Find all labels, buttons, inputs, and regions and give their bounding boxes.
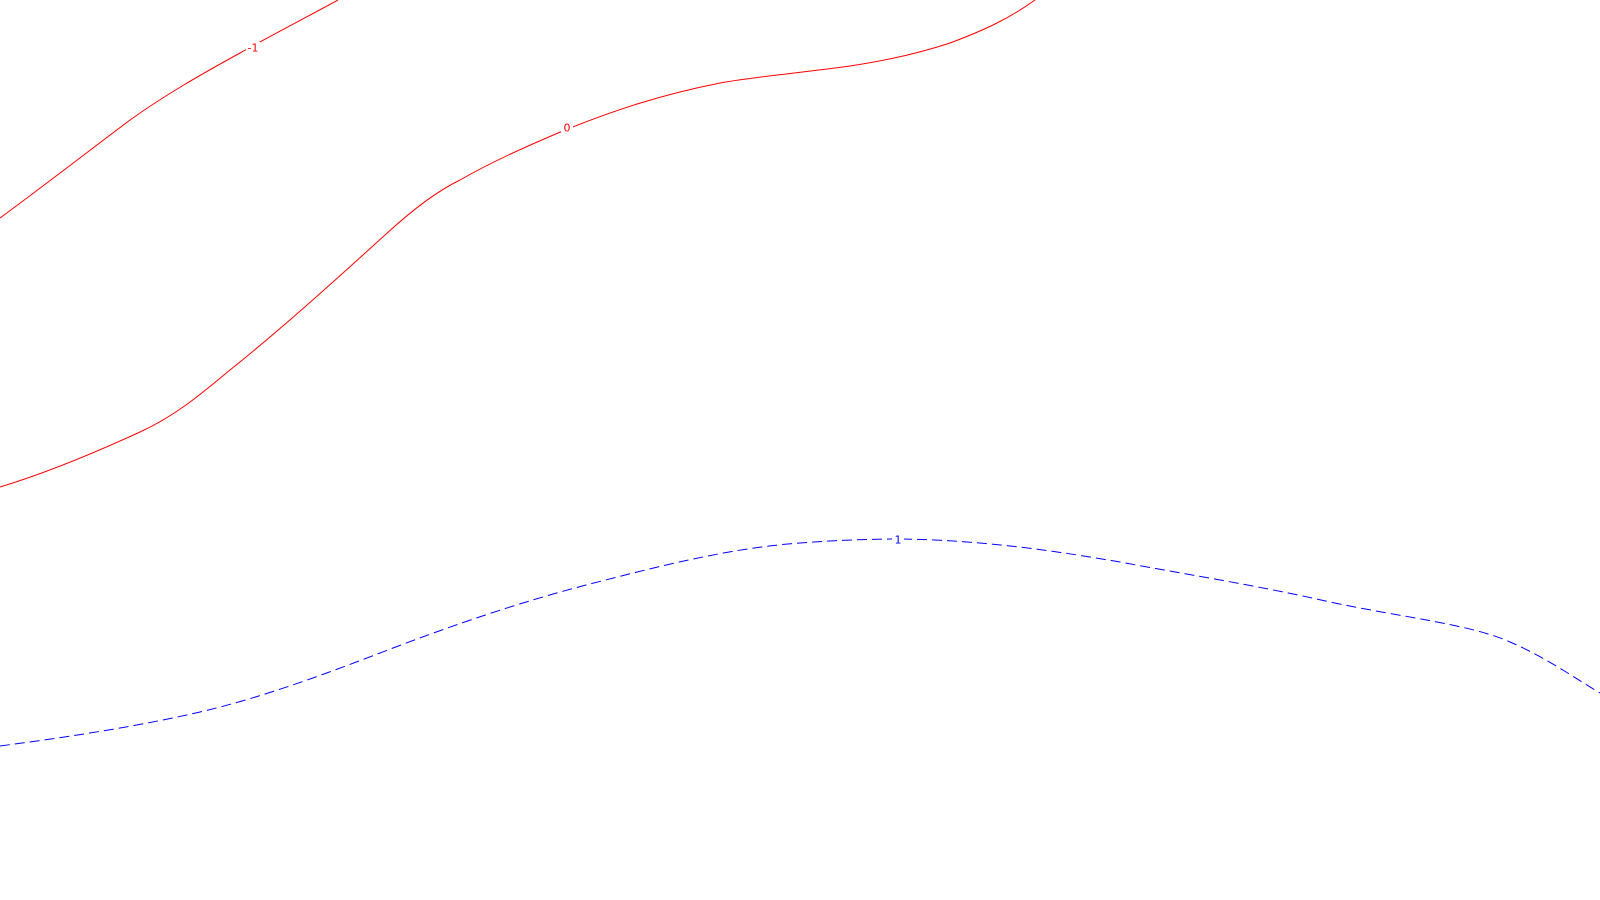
contour-0: 0 [0, 0, 1036, 488]
contour-plus-1-line [0, 538, 1600, 747]
contour-plus-1-label-bg [892, 534, 904, 546]
contour-minus-1-label-bg [246, 42, 260, 54]
contour-0-line [0, 0, 1036, 488]
contour-minus-1-line [0, 0, 339, 219]
contour-minus-1: -1 [0, 0, 339, 219]
contour-0-label-bg [561, 122, 573, 134]
contour-plus-1: 1 [0, 534, 1600, 747]
contour-plus-1-label: 1 [895, 534, 902, 547]
contour-0-label: 0 [564, 122, 571, 135]
contour-minus-1-label: -1 [248, 42, 259, 55]
